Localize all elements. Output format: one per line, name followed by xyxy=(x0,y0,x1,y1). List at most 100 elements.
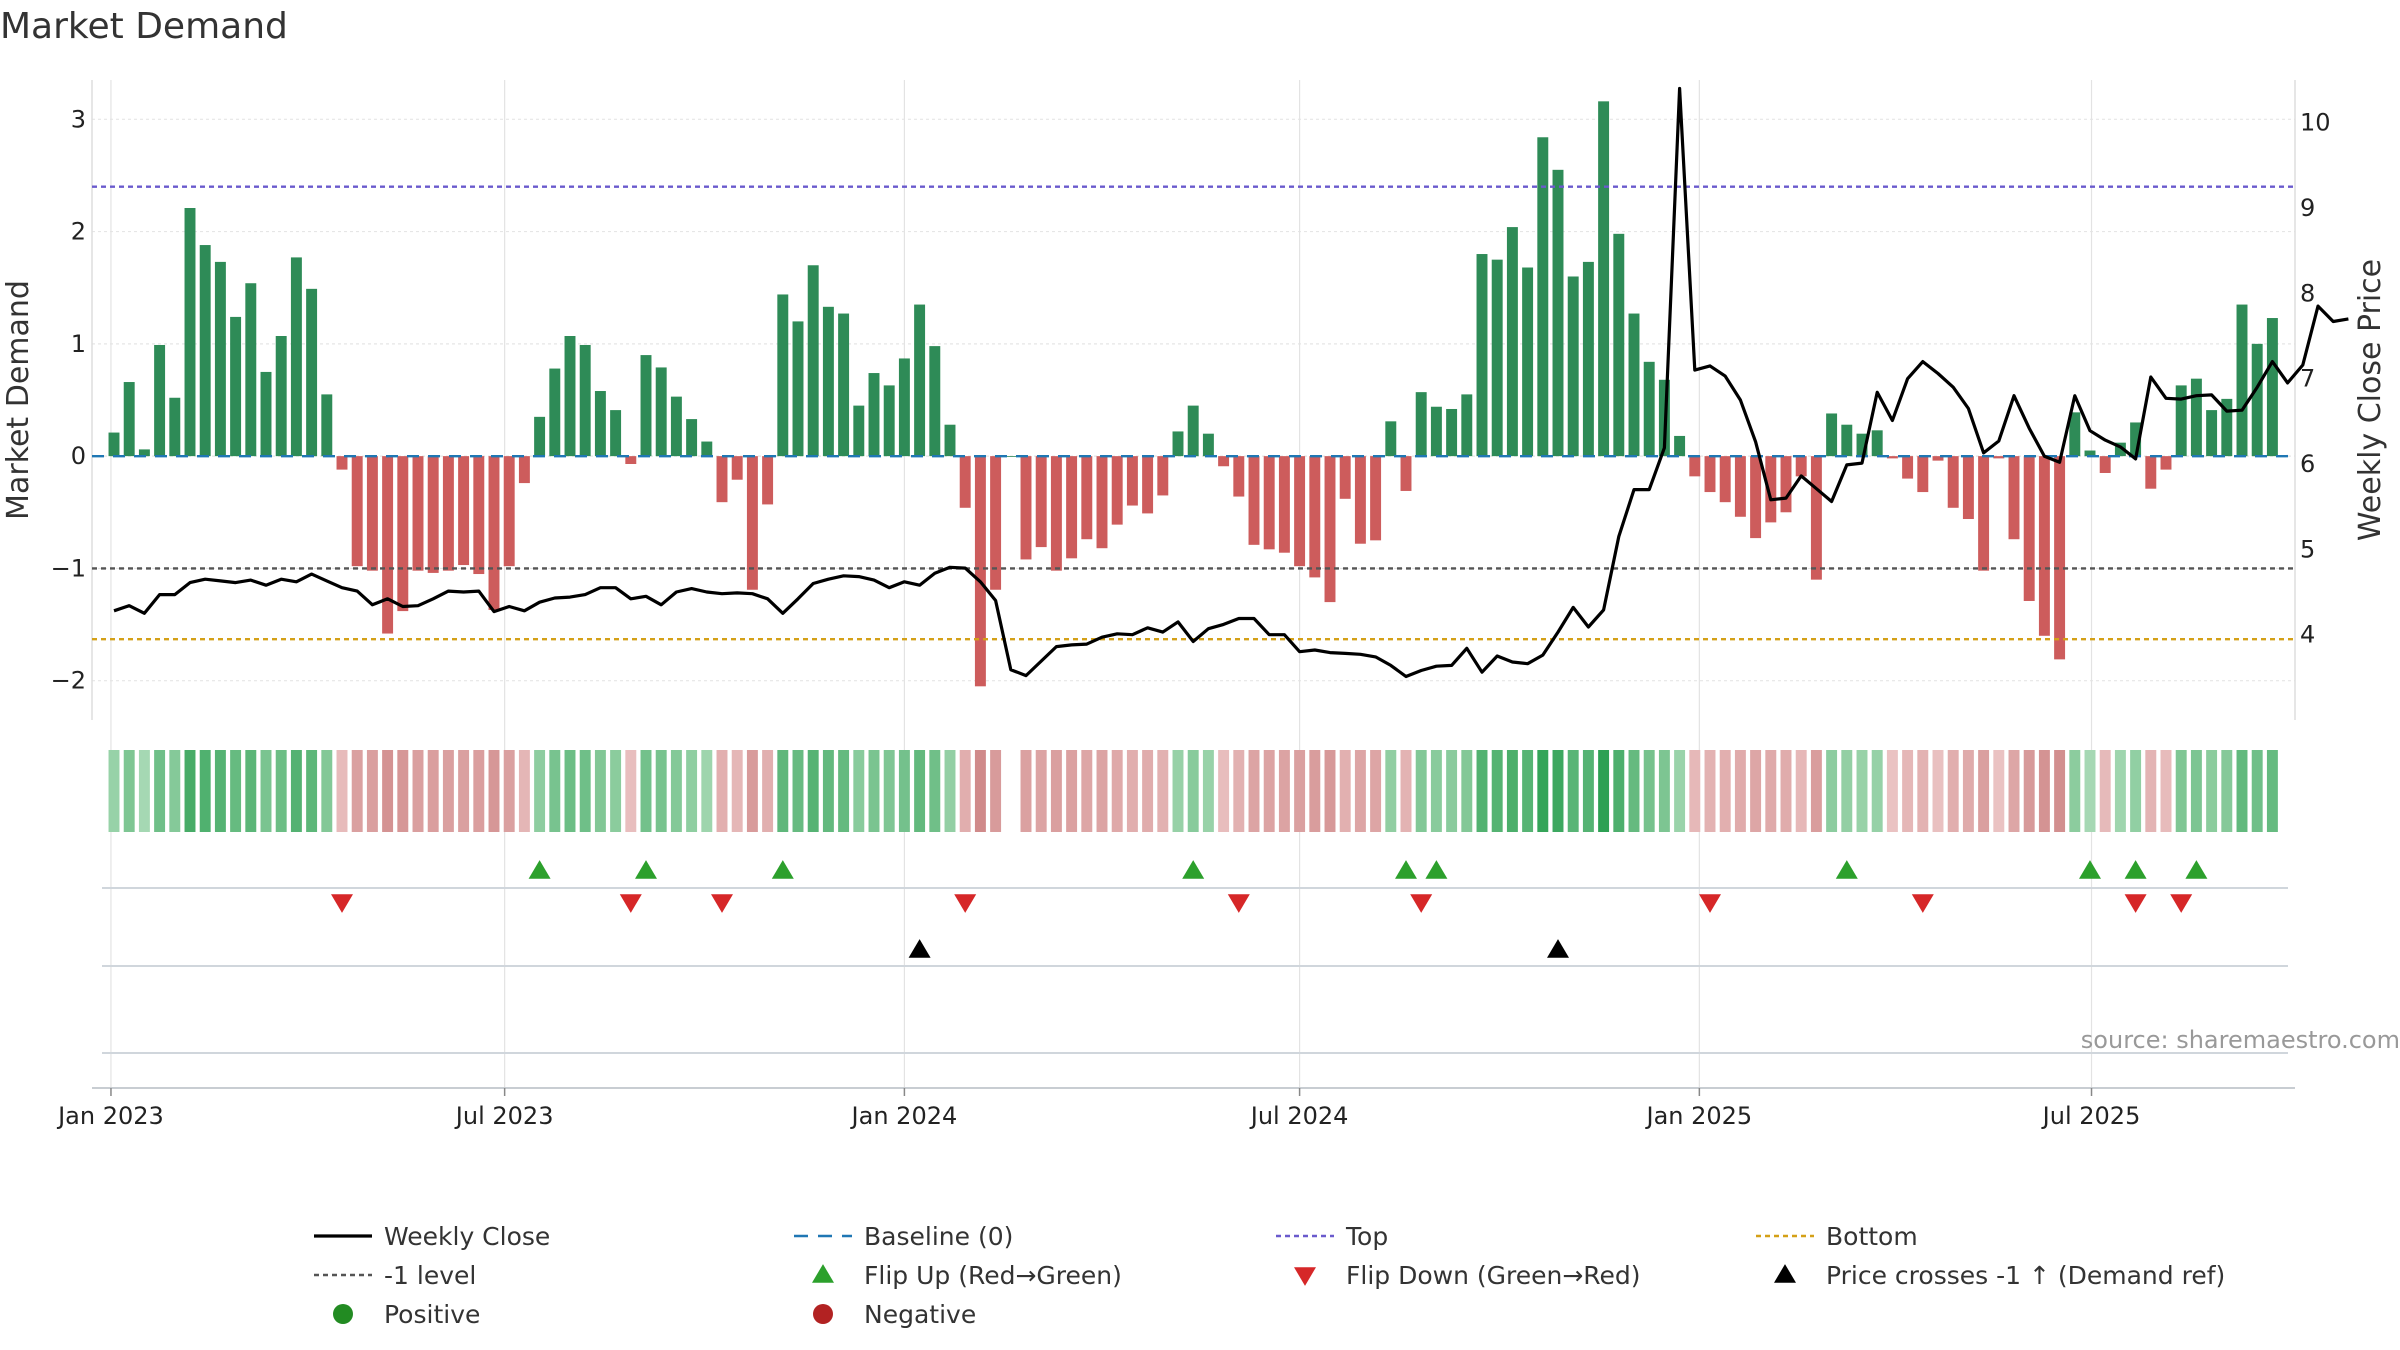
heat-cell xyxy=(898,750,910,832)
bottom-panel: Jan 2023 Jul 2023 Jan 2024 Jul 2024 Jan 2025… xyxy=(56,1026,2400,1130)
demand-bar xyxy=(2190,378,2202,457)
demand-bar xyxy=(290,257,302,457)
demand-bar xyxy=(1917,456,1929,493)
heat-cell xyxy=(822,750,834,832)
legend-item: Negative xyxy=(813,1300,976,1329)
heat-cell xyxy=(1537,750,1549,832)
heat-cell xyxy=(397,750,409,832)
x-tick-label: Jul 2024 xyxy=(1249,1102,1349,1130)
heat-cell xyxy=(792,750,804,832)
heat-cell xyxy=(1765,750,1777,832)
demand-bar xyxy=(1598,101,1610,457)
demand-bar xyxy=(610,410,622,457)
heat-cell xyxy=(1339,750,1351,832)
demand-bar xyxy=(412,456,424,571)
demand-bar xyxy=(1324,456,1336,603)
heat-cell xyxy=(1643,750,1655,832)
demand-bar xyxy=(1628,313,1640,457)
heat-cell xyxy=(1674,750,1686,832)
heat-cell xyxy=(1613,750,1625,832)
demand-bar xyxy=(1339,456,1351,499)
heat-cell xyxy=(1035,750,1047,832)
heat-cell xyxy=(214,750,226,832)
demand-bar xyxy=(822,306,834,457)
heat-cell xyxy=(1491,750,1503,832)
demand-bar xyxy=(184,208,196,457)
demand-bar xyxy=(868,373,880,457)
heat-cell xyxy=(290,750,302,832)
heat-cell xyxy=(1081,750,1093,832)
heat-cell xyxy=(442,750,454,832)
flip-down-marker xyxy=(2124,894,2147,913)
demand-bar xyxy=(245,283,257,457)
heat-cell xyxy=(564,750,576,832)
demand-bar xyxy=(169,397,181,457)
demand-bar xyxy=(1035,456,1047,548)
demand-bar xyxy=(883,385,895,457)
heat-cell xyxy=(412,750,424,832)
flip-up-marker xyxy=(528,860,551,879)
legend-label: Flip Up (Red→Green) xyxy=(864,1261,1122,1290)
heat-cell xyxy=(686,750,698,832)
left-y-tick-label: −2 xyxy=(51,667,86,695)
heat-cell xyxy=(1567,750,1579,832)
heat-cell xyxy=(245,750,257,832)
heat-cell xyxy=(503,750,515,832)
left-y-ticks: −2 −1 0 1 2 3 xyxy=(51,105,86,694)
heat-cell xyxy=(1430,750,1442,832)
demand-bar xyxy=(792,321,804,457)
right-y-tick-label: 10 xyxy=(2300,109,2331,137)
heat-cell xyxy=(1476,750,1488,832)
demand-bar xyxy=(1066,456,1078,559)
right-y-tick-label: 8 xyxy=(2300,279,2315,307)
flip-up-marker xyxy=(2079,860,2101,879)
demand-bar xyxy=(746,456,758,590)
legend-label: Weekly Close xyxy=(384,1222,550,1251)
demand-bar xyxy=(974,456,986,687)
demand-bar xyxy=(1081,456,1093,540)
heat-cell xyxy=(716,750,728,832)
heat-cell xyxy=(2221,750,2233,832)
heat-cell xyxy=(2266,750,2278,832)
heat-cell xyxy=(655,750,667,832)
demand-bar xyxy=(2175,385,2187,457)
heat-cell xyxy=(260,750,272,832)
demand-bar xyxy=(686,419,698,457)
demand-bar xyxy=(1218,456,1230,467)
heat-cell xyxy=(1886,750,1898,832)
right-y-tick-label: 9 xyxy=(2300,194,2315,222)
heat-cell xyxy=(746,750,758,832)
demand-bar xyxy=(1126,456,1138,506)
demand-bar xyxy=(777,294,789,457)
demand-bar xyxy=(655,367,667,457)
heat-cell xyxy=(108,750,120,832)
heat-cell xyxy=(1278,750,1290,832)
demand-bar xyxy=(1248,456,1260,545)
heat-cell xyxy=(382,750,394,832)
demand-bar xyxy=(914,304,926,457)
demand-bar xyxy=(2023,456,2035,601)
legend-item: -1 level xyxy=(314,1261,476,1290)
demand-bar xyxy=(1613,233,1625,457)
heat-cell xyxy=(1628,750,1640,832)
flip-down-marker xyxy=(2170,894,2193,913)
heat-cell xyxy=(1096,750,1108,832)
demand-bar xyxy=(2251,343,2263,457)
demand-bar xyxy=(1111,456,1123,525)
heat-cell xyxy=(2023,750,2035,832)
legend: Weekly Close Baseline (0) Top Bottom -1 leve… xyxy=(314,1222,2225,1329)
heat-cell xyxy=(1962,750,1974,832)
demand-bar xyxy=(1172,431,1184,457)
demand-bar xyxy=(534,416,546,457)
demand-bar xyxy=(929,346,941,457)
left-y-axis-label: Market Demand xyxy=(1,280,36,520)
demand-bar xyxy=(640,355,652,457)
heat-cell xyxy=(199,750,211,832)
heat-cell xyxy=(1552,750,1564,832)
heat-cell xyxy=(336,750,348,832)
demand-bar xyxy=(1947,456,1959,508)
x-tick-label: Jan 2025 xyxy=(1645,1102,1753,1130)
legend-swatch xyxy=(333,1304,353,1324)
heat-cell xyxy=(1993,750,2005,832)
demand-bar xyxy=(275,336,287,457)
